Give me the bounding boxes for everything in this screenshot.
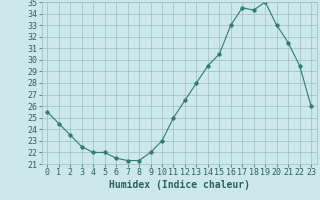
X-axis label: Humidex (Indice chaleur): Humidex (Indice chaleur) <box>109 180 250 190</box>
